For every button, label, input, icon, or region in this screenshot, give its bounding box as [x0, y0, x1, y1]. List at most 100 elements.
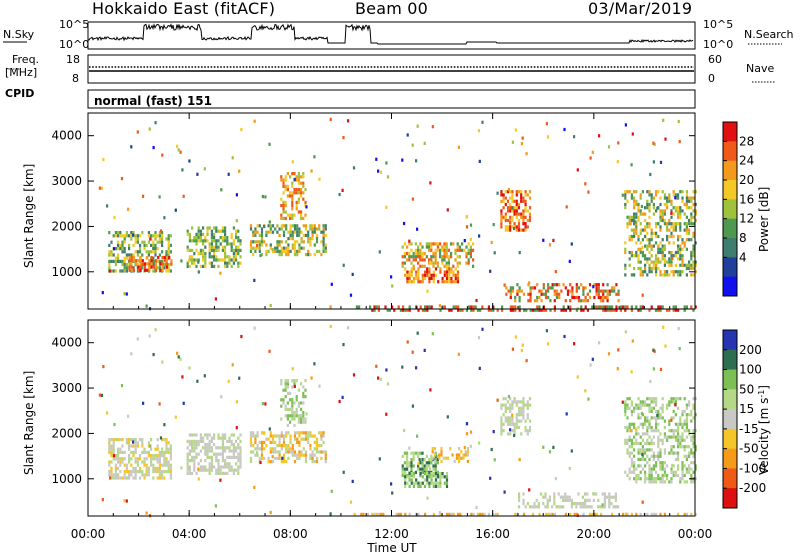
velocity-cbar-swatch — [723, 428, 737, 450]
heatmap-cell — [419, 264, 422, 268]
heatmap-cell — [281, 456, 284, 460]
heatmap-cell — [298, 230, 301, 234]
heatmap-cell — [210, 229, 213, 233]
heatmap-cell — [426, 475, 429, 479]
heatmap-cell — [195, 446, 198, 450]
heatmap-cell — [235, 449, 238, 453]
heatmap-cell — [547, 283, 550, 287]
heatmap-cell — [219, 446, 222, 450]
heatmap-cell — [219, 236, 222, 240]
heatmap-cell — [252, 233, 255, 237]
heatmap-cell — [679, 228, 682, 232]
heatmap-cell — [226, 465, 229, 469]
heatmap-cell — [514, 299, 517, 303]
heatmap-cell — [666, 270, 669, 274]
heatmap-cell — [412, 481, 416, 485]
heatmap-cell — [630, 441, 633, 446]
heatmap-cell — [646, 441, 649, 446]
heatmap-cell — [256, 431, 259, 435]
heatmap-cell — [637, 432, 640, 436]
heatmap-cell — [291, 172, 294, 176]
heatmap-cell — [694, 413, 697, 417]
heatmap-cell — [429, 388, 432, 392]
heatmap-cell — [318, 227, 321, 231]
heatmap-cell — [431, 447, 434, 451]
heatmap-cell — [141, 259, 144, 263]
heatmap-cell — [526, 432, 529, 436]
heatmap-cell — [448, 267, 451, 271]
heatmap-cell — [657, 266, 660, 271]
heatmap-cell — [249, 431, 253, 435]
heatmap-cell — [639, 457, 642, 462]
heatmap-cell — [117, 256, 120, 260]
heatmap-cell — [284, 210, 287, 214]
heatmap-cell — [475, 298, 478, 303]
heatmap-cell — [412, 264, 415, 268]
heatmap-cell — [150, 250, 153, 254]
velocity-cbar-tick-label: -200 — [739, 481, 766, 495]
heatmap-cell — [318, 177, 321, 181]
heatmap-cell — [296, 230, 299, 234]
heatmap-cell — [404, 512, 407, 516]
heatmap-cell — [514, 305, 517, 309]
heatmap-cell — [690, 257, 693, 261]
heatmap-cell — [202, 465, 205, 469]
heatmap-cell — [566, 289, 570, 293]
heatmap-cell — [280, 447, 283, 451]
heatmap-cell — [575, 295, 578, 300]
heatmap-cell — [143, 265, 147, 269]
y-tick-label: 1000 — [51, 472, 82, 486]
heatmap-cell — [293, 243, 297, 247]
heatmap-cell — [663, 512, 666, 516]
heatmap-cell — [208, 439, 211, 443]
heatmap-cell — [544, 505, 547, 509]
heatmap-cell — [117, 460, 120, 464]
heatmap-cell — [221, 449, 224, 453]
heatmap-cell — [349, 500, 353, 504]
heatmap-cell — [285, 444, 288, 448]
heatmap-cell — [284, 379, 287, 383]
heatmap-cell — [520, 193, 523, 197]
heatmap-cell — [188, 468, 191, 472]
heatmap-cell — [515, 228, 518, 232]
heatmap-cell — [154, 457, 157, 461]
heatmap-cell — [644, 480, 647, 484]
heatmap-cell — [150, 447, 153, 451]
heatmap-cell — [167, 263, 170, 267]
heatmap-cell — [633, 409, 636, 414]
heatmap-cell — [436, 461, 439, 465]
heatmap-cell — [167, 234, 170, 238]
heatmap-cell — [542, 286, 545, 290]
heatmap-cell — [683, 305, 686, 309]
heatmap-cell — [269, 246, 272, 250]
heatmap-cell — [280, 240, 283, 244]
heatmap-cell — [445, 267, 449, 271]
heatmap-cell — [419, 481, 422, 485]
heatmap-cell — [685, 228, 688, 232]
heatmap-cell — [509, 422, 512, 426]
heatmap-cell — [300, 401, 303, 405]
heatmap-cell — [208, 471, 211, 475]
heatmap-cell — [674, 254, 677, 258]
heatmap-cell — [633, 441, 636, 446]
heatmap-cell — [289, 237, 292, 241]
heatmap-cell — [167, 253, 170, 257]
heatmap-cell — [324, 450, 327, 454]
heatmap-cell — [650, 409, 653, 414]
heatmap-cell — [154, 121, 157, 125]
heatmap-cell — [641, 467, 644, 471]
heatmap-cell — [226, 236, 229, 240]
heatmap-cell — [597, 305, 600, 309]
heatmap-cell — [692, 435, 695, 439]
heatmap-cell — [291, 237, 294, 241]
heatmap-cell — [553, 512, 556, 516]
heatmap-cell — [385, 161, 388, 165]
heatmap-cell — [580, 283, 583, 287]
heatmap-cell — [452, 242, 455, 246]
heatmap-cell — [650, 429, 653, 433]
heatmap-cell — [657, 244, 660, 248]
heatmap-cell — [165, 259, 169, 263]
heatmap-cell — [388, 308, 391, 312]
heatmap-cell — [685, 247, 688, 251]
heatmap-cell — [134, 444, 137, 448]
